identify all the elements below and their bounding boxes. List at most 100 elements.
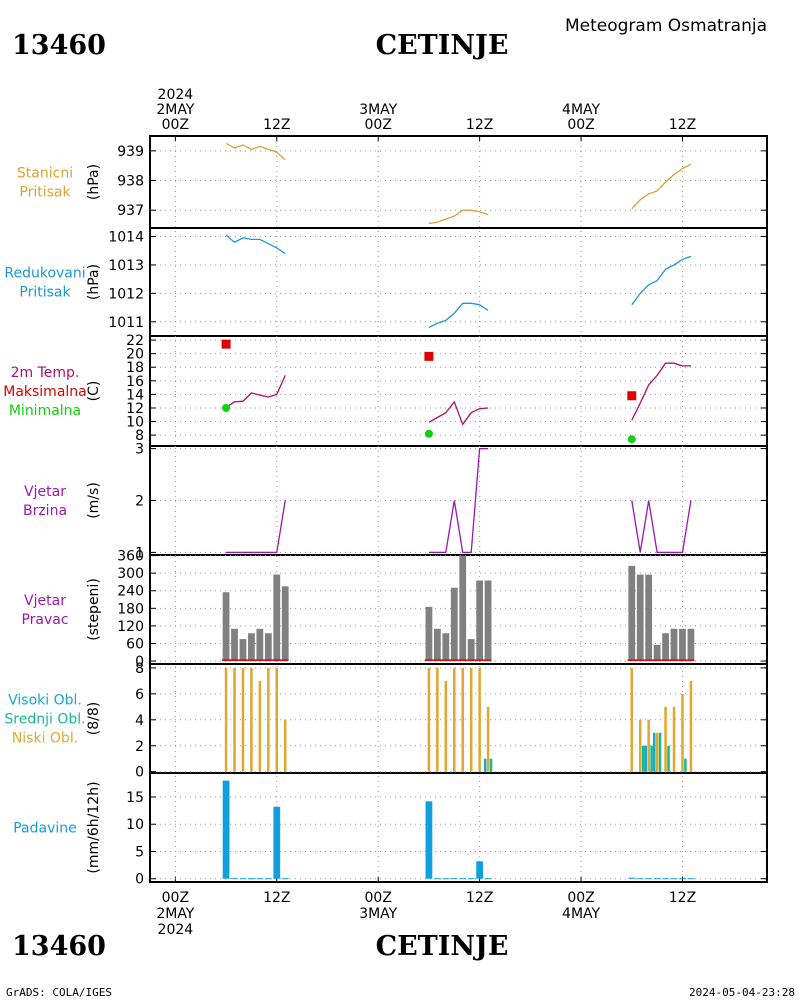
axis-unit-label: (stepeni) [86,578,102,641]
y-tick-label: 5 [135,844,144,860]
time-label-top: 4MAY [562,102,600,118]
data-bar [469,667,473,772]
data-bar [630,667,634,772]
y-tick-label: 15 [126,790,144,806]
panel-label: Brzina [23,503,67,519]
data-bar [484,878,492,880]
data-bar [248,633,255,662]
data-bar [636,574,644,662]
data-bar [662,878,669,880]
time-label-bottom: 2MAY [156,906,194,922]
data-bar [679,878,686,880]
panel-label: Pravac [21,612,68,628]
series-line [428,302,489,329]
time-label-top: 00Z [162,117,189,133]
max-temp-marker [424,351,434,361]
data-bar [483,758,487,772]
y-tick-label: 1014 [108,230,144,246]
time-label-bottom: 4MAY [562,906,600,922]
y-tick-label: 12 [126,401,144,417]
data-bar [628,565,636,662]
y-tick-label: 22 [126,333,144,349]
data-bar [461,667,464,772]
time-label-bottom: 12Z [263,890,290,906]
max-temp-marker [221,339,231,349]
data-bar [425,801,433,879]
series-line [631,362,691,421]
panel-label: Vjetar [24,593,66,609]
time-label-top: 00Z [365,117,392,133]
data-bar [427,667,431,772]
series-line [631,255,692,306]
data-bar [486,706,490,772]
axis-unit-label: (mm/6h/12h) [86,781,102,873]
data-bar [664,706,667,772]
data-bar [679,628,686,662]
data-bar [484,580,492,662]
panel-label: Padavine [13,821,77,837]
y-tick-label: 0 [135,872,144,888]
y-tick-label: 3 [135,442,144,458]
panel-clouds: 0 2 4 6 8 (8/8)Visoki Obl. Srednji Obl. Niski O… [4,661,767,781]
data-bar [258,680,262,772]
data-bar [687,628,695,662]
panel-label: Redukovani [4,266,85,282]
series-line [428,209,489,225]
panel-wind-speed: 1 2 3 (m/s) Vjetar Brzina [23,442,767,561]
time-label-bottom: 2024 [158,922,194,938]
panel-label: Visoki Obl. [8,693,82,709]
data-bar [641,745,645,772]
data-bar [687,878,695,880]
data-bar [442,633,450,662]
panel-label: Pritisak [19,185,71,201]
panel-label: Stanicni [17,166,73,182]
y-tick-label: 2 [135,739,144,755]
time-label-bottom: 00Z [162,890,189,906]
data-bar [273,806,281,879]
data-bar [433,628,441,662]
y-tick-label: 180 [117,601,144,617]
y-tick-label: 18 [126,360,144,376]
min-temp-marker [222,403,231,412]
axis-unit-label: (hPa) [86,164,102,200]
data-bar [645,574,653,662]
panel-precipitation: 0 5 10 15 (mm/6h/12h) Padavine [13,780,767,888]
data-bar [273,574,281,662]
data-bar [450,878,458,880]
series-line [631,163,692,210]
data-bar [433,878,441,880]
data-bar [283,719,287,772]
panel-label: 2m Temp. [11,365,80,381]
data-bar [689,680,693,772]
data-bar [628,877,636,879]
data-bar [275,667,279,772]
data-bar [231,878,238,880]
data-bar [222,592,230,662]
time-label-top: 2024 [158,87,194,103]
series-line [631,500,692,554]
panel-label: Vjetar [24,484,66,500]
data-bar [239,639,247,662]
y-tick-label: 1012 [108,286,144,302]
data-bar [652,732,656,772]
data-bar [653,644,661,662]
station-id-bottom: 13460 [12,931,106,962]
data-bar [650,745,653,772]
y-tick-label: 939 [117,144,144,160]
time-label-top: 2MAY [156,102,194,118]
series-line [225,234,286,255]
time-label-bottom: 00Z [365,890,392,906]
data-bar [658,732,662,772]
data-bar [467,878,475,880]
data-bar [250,667,253,772]
data-bar [222,780,230,879]
max-temp-marker [627,391,637,401]
data-bar [450,587,458,662]
data-bar [653,878,661,880]
panel-label: Pritisak [19,285,71,301]
axis-unit-label: (8/8) [86,702,102,735]
panel-label: Maksimalna [3,384,87,400]
series-line [428,400,489,426]
